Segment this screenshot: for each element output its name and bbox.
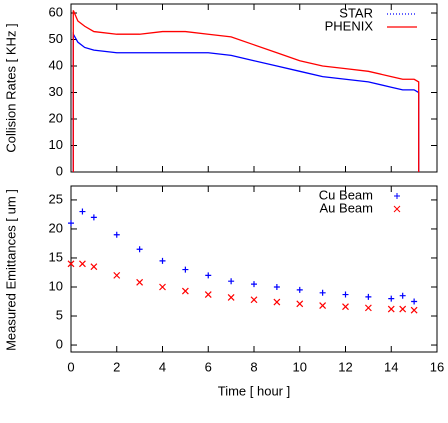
point (387, 305, 395, 313)
x-tick-label: 10 (293, 359, 307, 374)
x-tick-label: 4 (159, 359, 166, 374)
legend-key (393, 205, 401, 213)
point (364, 304, 372, 312)
y-tick-label: 20 (49, 110, 63, 125)
point (388, 295, 395, 302)
y-tick-label: 10 (49, 278, 63, 293)
point (342, 291, 349, 298)
point (79, 260, 86, 268)
point (228, 278, 235, 285)
y-tick-label: 25 (49, 191, 63, 206)
y-tick-label: 0 (56, 336, 63, 351)
y-tick-label: 20 (49, 220, 63, 235)
point (136, 246, 143, 253)
legend-label: PHENIX (325, 18, 374, 33)
legend-key (394, 193, 400, 199)
point (319, 289, 326, 296)
y-axis-label: Measured Emittances [ um ] (3, 189, 18, 351)
point (399, 305, 407, 313)
x-tick-label: 0 (67, 359, 74, 374)
x-tick-label: 8 (250, 359, 257, 374)
point (182, 266, 189, 273)
point (159, 283, 166, 291)
y-tick-label: 10 (49, 137, 63, 152)
point (365, 293, 372, 300)
point (113, 271, 121, 279)
legend-label: Cu Beam (319, 187, 373, 202)
y-tick-label: 15 (49, 249, 63, 264)
x-tick-label: 6 (205, 359, 212, 374)
y-tick-label: 50 (49, 31, 63, 46)
x-axis-label: Time [ hour ] (218, 383, 290, 398)
point (90, 214, 97, 221)
point (410, 306, 418, 314)
y-tick-label: 60 (49, 4, 63, 19)
series-line (72, 10, 420, 172)
x-tick-label: 12 (338, 359, 352, 374)
point (67, 260, 75, 268)
x-tick-label: 14 (384, 359, 398, 374)
y-axis-label: Collision Rates [ KHz ] (3, 23, 18, 152)
point (411, 298, 418, 305)
point (273, 283, 280, 290)
point (319, 302, 327, 309)
y-tick-label: 30 (49, 84, 63, 99)
point (399, 292, 406, 299)
point (205, 272, 212, 279)
point (251, 281, 257, 288)
point (159, 257, 166, 264)
x-tick-label: 16 (430, 359, 444, 374)
point (181, 287, 189, 295)
legend-label: Au Beam (320, 200, 373, 215)
point (296, 300, 304, 308)
plot-frame (70, 3, 438, 173)
point (296, 286, 303, 293)
legend-label: STAR (339, 5, 373, 20)
x-tick-label: 2 (113, 359, 120, 374)
point (250, 296, 258, 304)
series-line (72, 31, 420, 172)
point (136, 278, 144, 286)
point (273, 298, 281, 306)
y-tick-label: 0 (56, 163, 63, 178)
point (342, 303, 349, 311)
point (204, 291, 212, 298)
point (68, 220, 74, 227)
point (90, 263, 98, 271)
plot-frame (70, 185, 438, 353)
point (227, 294, 235, 301)
point (113, 231, 120, 238)
point (79, 208, 86, 215)
y-tick-label: 40 (49, 57, 63, 72)
y-tick-label: 5 (56, 307, 63, 322)
